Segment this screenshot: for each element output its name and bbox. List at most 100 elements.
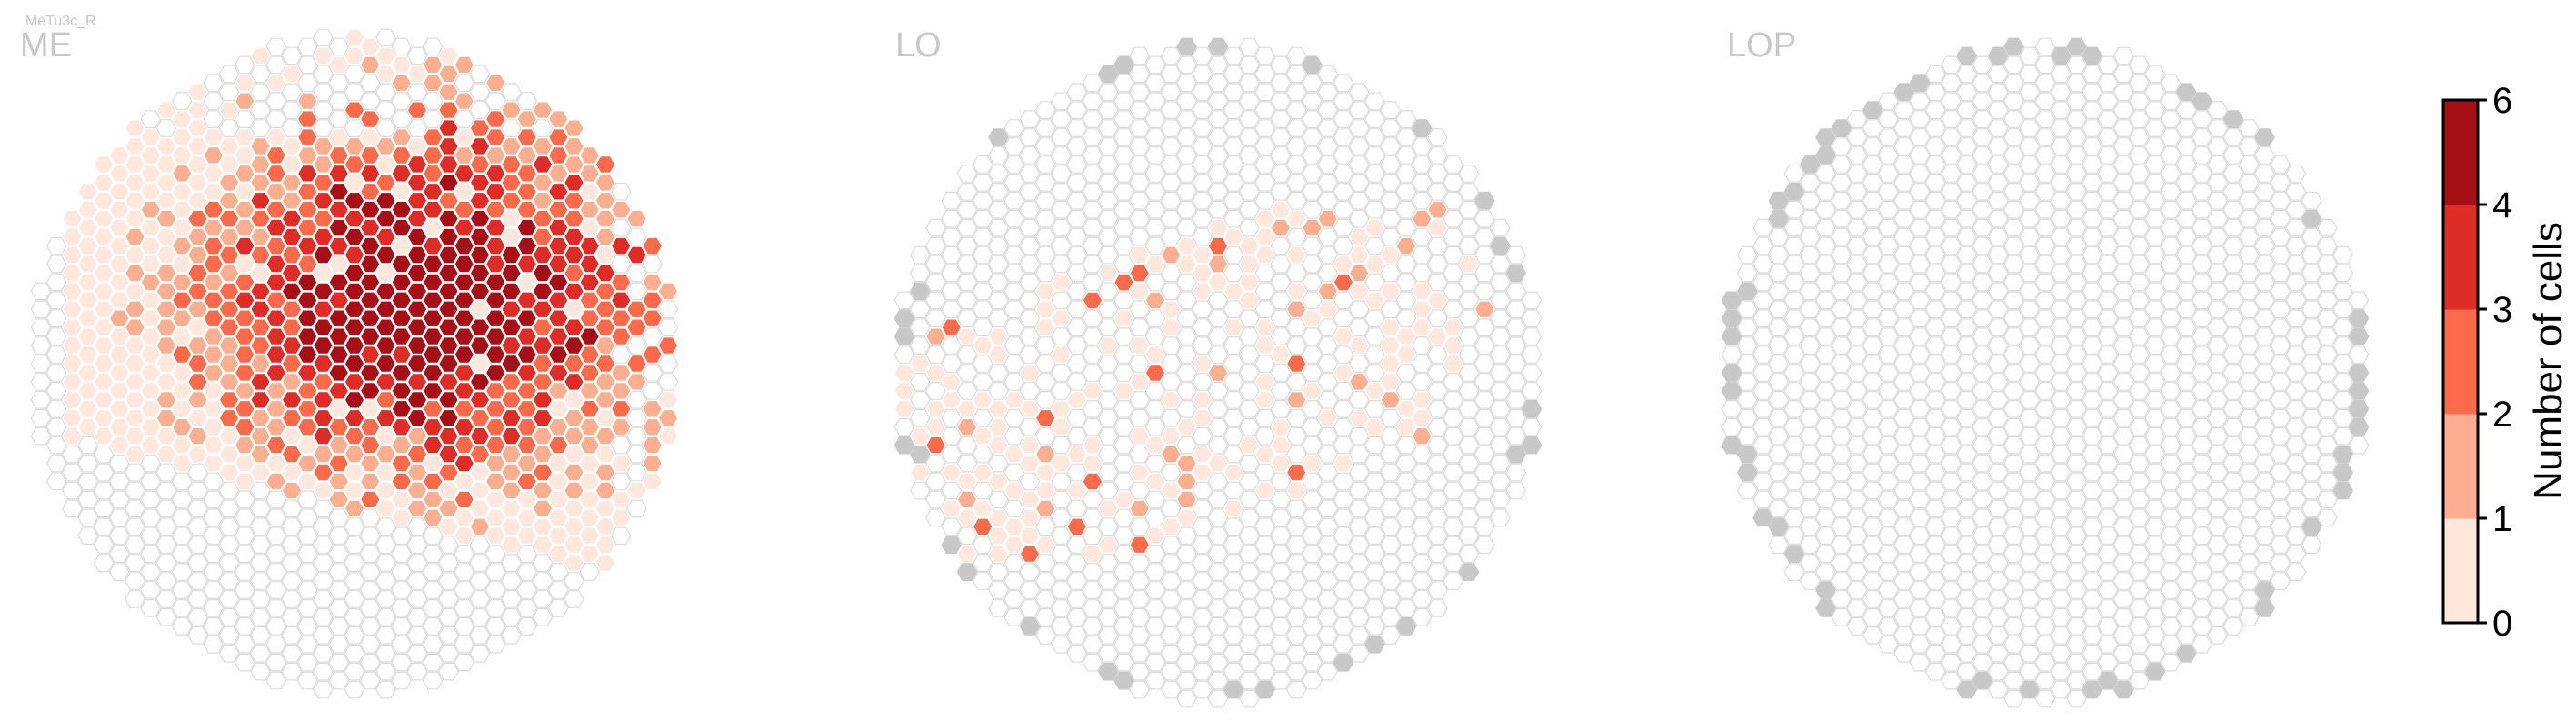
hex-cell-empty (2066, 74, 2087, 93)
hex-cell-empty (1380, 300, 1402, 319)
hex-cell-empty (218, 644, 240, 663)
hex-cell-empty (1034, 590, 1056, 608)
hex-cell-value (484, 291, 506, 310)
hex-cell-value (516, 327, 538, 345)
hex-cell-empty (1144, 400, 1166, 418)
hex-cell-value (375, 282, 396, 301)
hex-cell-value (265, 417, 287, 436)
hex-cell-value (516, 236, 538, 255)
hex-cell-value (438, 65, 459, 84)
hex-cell-empty (2160, 526, 2182, 546)
hex-cell-value (988, 345, 1009, 364)
hex-cell-empty (1909, 291, 1931, 310)
hex-cell-empty (218, 607, 240, 626)
hex-cell-value (579, 417, 601, 436)
hex-cell-empty (1831, 572, 1852, 590)
hex-cell-empty (2175, 227, 2197, 246)
hex-cell-empty (1160, 607, 1182, 626)
hex-cell-boundary (2175, 644, 2197, 663)
hex-cell-empty (626, 227, 647, 246)
hex-cell-empty (1207, 635, 1229, 654)
hex-cell-value (594, 209, 616, 228)
hex-cell-value (250, 227, 271, 246)
hex-cell-empty (1003, 300, 1025, 319)
hex-cell-empty (2003, 382, 2024, 400)
hex-cell-empty (1395, 218, 1417, 237)
hex-cell-boundary (1019, 616, 1041, 636)
hex-cell-empty (1113, 291, 1134, 310)
hex-cell-empty (234, 490, 255, 509)
hex-cell-empty (203, 563, 225, 581)
hex-cell-value (218, 408, 240, 427)
hex-cell-value (313, 282, 334, 301)
hex-cell-empty (2301, 318, 2322, 337)
hex-cell-value (62, 373, 83, 391)
hex-cell-empty (2222, 417, 2244, 436)
hex-cell-value (1411, 282, 1433, 301)
hex-cell-empty (406, 83, 428, 102)
hex-cell-value (1364, 255, 1385, 274)
hex-cell-empty (1941, 508, 1962, 527)
hex-cell-empty (1192, 536, 1213, 555)
hex-cell-empty (2285, 472, 2307, 491)
hex-cell-value (359, 454, 381, 473)
hex-cell-empty (1972, 545, 1993, 564)
hex-cell-value (516, 273, 538, 292)
hex-cell-value (438, 264, 459, 283)
hex-cell-empty (1846, 345, 1868, 364)
hex-cell-empty (1160, 662, 1182, 681)
hex-cell-empty (1411, 174, 1433, 192)
hex-cell-empty (1239, 200, 1260, 219)
hex-cell-empty (2097, 92, 2119, 111)
hex-cell-empty (2175, 155, 2197, 174)
hex-cell-empty (2066, 454, 2087, 473)
hex-cell-empty (313, 65, 334, 84)
hex-cell-value (108, 382, 130, 400)
hex-cell-empty (1097, 101, 1119, 119)
hex-cell-value (564, 445, 584, 464)
hex-cell-value (1019, 364, 1041, 382)
hex-cell-empty (1815, 327, 1836, 345)
hex-cell-empty (438, 607, 459, 626)
hex-cell-empty (1768, 318, 1790, 337)
hex-cell-value (642, 236, 664, 255)
hex-cell-empty (1846, 436, 1868, 455)
hex-cell-empty (956, 291, 978, 310)
hex-cell-value (125, 119, 145, 137)
hex-cell-value (454, 399, 475, 418)
hex-cell-value (1019, 436, 1041, 455)
hex-cell-empty (1846, 291, 1868, 310)
hex-cell-empty (2082, 155, 2103, 174)
hex-cell-empty (1972, 616, 1993, 636)
hex-cell-empty (406, 590, 428, 608)
hex-cell-empty (1239, 55, 1260, 75)
hex-cell-value (1113, 309, 1134, 328)
hex-cell-value (93, 318, 115, 336)
hex-cell-empty (203, 598, 225, 617)
hex-cell-empty (988, 454, 1009, 473)
hex-cell-value (941, 391, 963, 409)
hex-cell-value (359, 55, 381, 75)
hex-cell-empty (1768, 245, 1790, 265)
hex-cell-empty (1176, 599, 1197, 617)
hex-cell-value (532, 536, 554, 555)
hex-cell-value (484, 236, 506, 255)
hex-cell-empty (1129, 174, 1151, 192)
hex-cell-empty (2160, 291, 2182, 310)
hex-cell-empty (941, 445, 963, 464)
hex-cell-empty (265, 598, 287, 617)
hex-cell-value (469, 174, 491, 192)
hex-cell-value (422, 382, 444, 400)
hex-cell-empty (2003, 128, 2024, 146)
hex-cell-empty (1097, 626, 1119, 645)
hex-cell-value (626, 481, 647, 500)
hex-cell-value (579, 508, 601, 527)
hex-cell-empty (484, 92, 506, 111)
hex-cell-empty (2066, 255, 2087, 274)
hex-cell-empty (1097, 83, 1119, 102)
hex-cell-value (532, 264, 554, 283)
hex-cell-value (218, 282, 240, 301)
hex-cell-value (1427, 200, 1448, 219)
hex-cell-empty (2082, 191, 2103, 210)
hex-cell-value (375, 155, 396, 174)
